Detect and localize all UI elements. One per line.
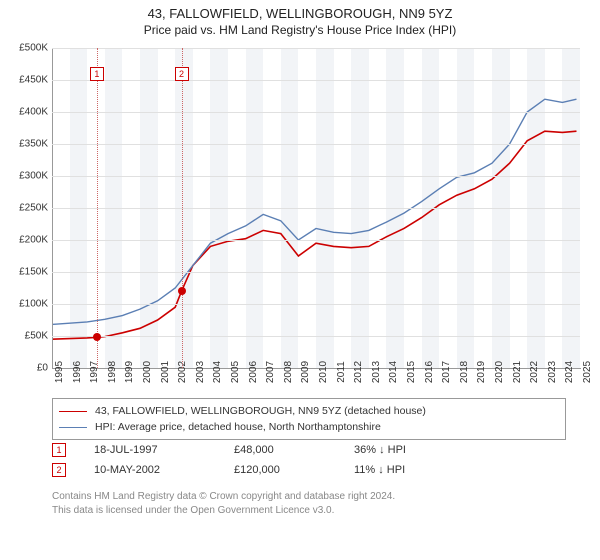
y-tick-label: £500K xyxy=(19,43,48,54)
marker-box-icon: 2 xyxy=(52,463,66,477)
points-date: 10-MAY-2002 xyxy=(94,464,234,476)
x-tick-label: 2021 xyxy=(510,361,523,383)
marker-box: 1 xyxy=(90,67,104,81)
points-price: £120,000 xyxy=(234,464,354,476)
marker-dot xyxy=(93,333,101,341)
chart-area: £0£50K£100K£150K£200K£250K£300K£350K£400… xyxy=(52,48,580,368)
x-tick-label: 1999 xyxy=(122,361,135,383)
x-tick-label: 1997 xyxy=(87,361,100,383)
points-table: 1 18-JUL-1997 £48,000 36% ↓ HPI 2 10-MAY… xyxy=(52,440,474,480)
x-tick-label: 2023 xyxy=(545,361,558,383)
points-delta: 36% ↓ HPI xyxy=(354,444,474,456)
x-tick-label: 2005 xyxy=(228,361,241,383)
legend: 43, FALLOWFIELD, WELLINGBOROUGH, NN9 5YZ… xyxy=(52,398,566,440)
x-tick-label: 2019 xyxy=(474,361,487,383)
title-subtitle: Price paid vs. HM Land Registry's House … xyxy=(0,23,600,37)
x-tick-label: 2012 xyxy=(351,361,364,383)
title-address: 43, FALLOWFIELD, WELLINGBOROUGH, NN9 5YZ xyxy=(0,6,600,21)
x-tick-label: 2013 xyxy=(369,361,382,383)
y-tick-label: £350K xyxy=(19,139,48,150)
chart-container: 43, FALLOWFIELD, WELLINGBOROUGH, NN9 5YZ… xyxy=(0,0,600,560)
legend-swatch xyxy=(59,427,87,428)
y-gridline xyxy=(52,176,580,177)
x-tick-label: 2017 xyxy=(439,361,452,383)
x-tick-label: 2018 xyxy=(457,361,470,383)
points-row: 1 18-JUL-1997 £48,000 36% ↓ HPI xyxy=(52,440,474,460)
titles: 43, FALLOWFIELD, WELLINGBOROUGH, NN9 5YZ… xyxy=(0,0,600,37)
x-tick-label: 2015 xyxy=(404,361,417,383)
x-tick-label: 2010 xyxy=(316,361,329,383)
y-gridline xyxy=(52,272,580,273)
y-gridline xyxy=(52,208,580,209)
marker-box: 2 xyxy=(175,67,189,81)
points-row: 2 10-MAY-2002 £120,000 11% ↓ HPI xyxy=(52,460,474,480)
x-tick-label: 2022 xyxy=(527,361,540,383)
x-tick-label: 1996 xyxy=(70,361,83,383)
y-tick-label: £250K xyxy=(19,203,48,214)
legend-label: 43, FALLOWFIELD, WELLINGBOROUGH, NN9 5YZ… xyxy=(95,405,426,417)
y-tick-label: £200K xyxy=(19,235,48,246)
legend-swatch xyxy=(59,411,87,412)
y-tick-label: £50K xyxy=(25,331,48,342)
legend-label: HPI: Average price, detached house, Nort… xyxy=(95,421,381,433)
x-tick-label: 2003 xyxy=(193,361,206,383)
points-price: £48,000 xyxy=(234,444,354,456)
y-gridline xyxy=(52,240,580,241)
y-gridline xyxy=(52,144,580,145)
y-tick-label: £100K xyxy=(19,299,48,310)
y-tick-label: £300K xyxy=(19,171,48,182)
x-tick-label: 2007 xyxy=(263,361,276,383)
x-tick-label: 2000 xyxy=(140,361,153,383)
y-gridline xyxy=(52,80,580,81)
x-tick-label: 1998 xyxy=(105,361,118,383)
y-tick-label: £0 xyxy=(37,363,48,374)
footer-line1: Contains HM Land Registry data © Crown c… xyxy=(52,490,395,504)
x-tick-label: 2014 xyxy=(386,361,399,383)
points-delta: 11% ↓ HPI xyxy=(354,464,474,476)
y-gridline xyxy=(52,48,580,49)
y-gridline xyxy=(52,336,580,337)
y-tick-label: £400K xyxy=(19,107,48,118)
legend-row: HPI: Average price, detached house, Nort… xyxy=(59,419,559,435)
x-tick-label: 2006 xyxy=(246,361,259,383)
legend-row: 43, FALLOWFIELD, WELLINGBOROUGH, NN9 5YZ… xyxy=(59,403,559,419)
marker-vline xyxy=(97,48,98,368)
x-tick-label: 2009 xyxy=(298,361,311,383)
points-date: 18-JUL-1997 xyxy=(94,444,234,456)
x-tick-label: 2008 xyxy=(281,361,294,383)
x-tick-label: 2024 xyxy=(562,361,575,383)
x-tick-label: 1995 xyxy=(52,361,65,383)
y-tick-label: £150K xyxy=(19,267,48,278)
footer: Contains HM Land Registry data © Crown c… xyxy=(52,490,395,517)
marker-dot xyxy=(178,287,186,295)
y-tick-label: £450K xyxy=(19,75,48,86)
x-tick-label: 2020 xyxy=(492,361,505,383)
x-tick-label: 2025 xyxy=(580,361,593,383)
x-tick-label: 2011 xyxy=(334,361,347,383)
y-gridline xyxy=(52,304,580,305)
y-gridline xyxy=(52,112,580,113)
x-tick-label: 2001 xyxy=(158,361,171,383)
marker-box-icon: 1 xyxy=(52,443,66,457)
marker-vline xyxy=(182,48,183,368)
x-tick-label: 2016 xyxy=(422,361,435,383)
x-tick-label: 2004 xyxy=(210,361,223,383)
footer-line2: This data is licensed under the Open Gov… xyxy=(52,504,395,518)
